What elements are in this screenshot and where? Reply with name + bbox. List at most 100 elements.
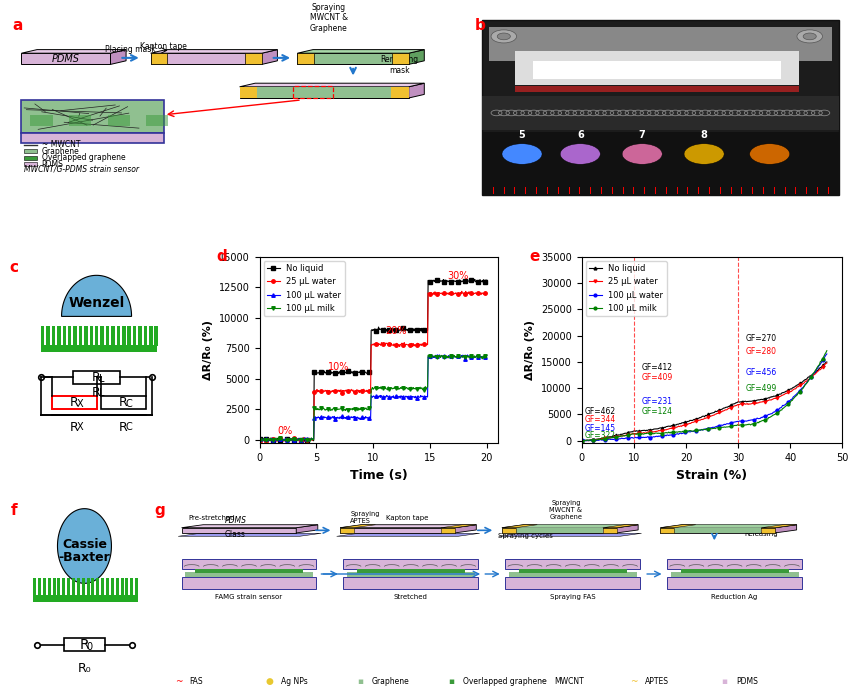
Bar [24, 149, 37, 153]
Bar [130, 578, 134, 596]
Bar [135, 578, 138, 596]
Polygon shape [617, 525, 638, 533]
Bar [57, 326, 60, 346]
Bar [82, 578, 85, 596]
Bar [681, 569, 789, 573]
25 μL water [294, 438, 305, 446]
Polygon shape [296, 525, 317, 533]
No liquid [420, 326, 431, 335]
100 μL milk [419, 384, 429, 392]
Text: Spraying cycles: Spraying cycles [498, 533, 553, 538]
Polygon shape [516, 528, 603, 533]
Text: R: R [119, 421, 128, 434]
Bar [344, 577, 478, 589]
100 μL milk [345, 405, 355, 413]
Bar [41, 345, 157, 352]
Circle shape [797, 30, 822, 43]
100 μL milk [800, 382, 810, 390]
Polygon shape [340, 528, 354, 533]
Bar [38, 578, 41, 596]
100 μL milk [482, 353, 492, 361]
No liquid [784, 386, 794, 394]
Bar [46, 326, 50, 346]
25 μL water [254, 437, 265, 445]
25 μL water [345, 387, 355, 395]
100 μL water [462, 351, 472, 359]
Text: 20%: 20% [386, 326, 407, 335]
25 μL water [784, 388, 794, 396]
Polygon shape [151, 50, 277, 53]
Bar [33, 578, 37, 596]
Bar [69, 115, 91, 126]
No liquid [822, 358, 832, 366]
100 μL milk [420, 382, 431, 391]
Bar [181, 559, 317, 569]
Text: R: R [119, 395, 128, 409]
Polygon shape [298, 50, 425, 53]
Text: a: a [13, 18, 23, 33]
Bar [671, 572, 798, 577]
Bar [133, 326, 136, 346]
100 μL milk [329, 404, 340, 412]
Y-axis label: ΔR/R₀ (%): ΔR/R₀ (%) [525, 320, 535, 380]
Bar [344, 559, 478, 569]
Polygon shape [674, 528, 762, 533]
Text: Wenzel: Wenzel [68, 296, 125, 310]
Text: 7: 7 [639, 130, 646, 140]
Bar [149, 326, 152, 346]
Circle shape [622, 144, 662, 164]
Bar [257, 87, 391, 98]
100 μL water [800, 381, 810, 389]
Text: 6: 6 [577, 130, 584, 140]
Line: No liquid: No liquid [258, 278, 488, 443]
25 μL water [822, 359, 832, 368]
Text: Kapton tape: Kapton tape [386, 515, 429, 521]
Text: L: L [100, 388, 105, 398]
Text: GF=280: GF=280 [746, 347, 777, 356]
Text: ▪: ▪ [721, 677, 728, 686]
Text: Kapton tape: Kapton tape [140, 41, 187, 50]
Text: ●: ● [266, 677, 274, 686]
Line: 100 μL milk: 100 μL milk [258, 354, 488, 443]
Polygon shape [502, 525, 537, 528]
Polygon shape [502, 525, 638, 528]
Text: Spraying
APTES: Spraying APTES [350, 511, 380, 524]
Bar [31, 115, 53, 126]
25 μL water [576, 436, 586, 445]
100 μL milk [822, 346, 832, 355]
100 μL milk [728, 422, 738, 430]
Text: MWCNT/G-PDMS strain sensor: MWCNT/G-PDMS strain sensor [24, 164, 139, 174]
Bar [151, 53, 168, 64]
Text: PDMS: PDMS [225, 516, 247, 525]
Bar [79, 326, 83, 346]
Text: GF=456: GF=456 [746, 368, 777, 377]
Text: R: R [70, 421, 78, 434]
Polygon shape [502, 528, 617, 533]
100 μL milk [723, 423, 734, 431]
Bar [240, 87, 257, 98]
Polygon shape [660, 528, 775, 533]
Text: ~: ~ [630, 677, 637, 686]
No liquid [470, 275, 480, 284]
Bar [101, 578, 104, 596]
Bar [24, 156, 37, 160]
No liquid [282, 435, 292, 444]
Bar [87, 578, 89, 596]
Text: R: R [92, 370, 101, 384]
X-axis label: Time (s): Time (s) [350, 468, 408, 482]
Bar [138, 326, 142, 346]
Bar [298, 53, 314, 64]
Polygon shape [502, 528, 516, 533]
No liquid [398, 324, 408, 332]
Bar [515, 86, 799, 92]
Text: -Baxter: -Baxter [59, 551, 111, 564]
No liquid [419, 326, 429, 335]
No liquid [576, 437, 586, 445]
Text: 0: 0 [87, 642, 93, 652]
Text: ▪: ▪ [448, 677, 454, 686]
Bar [84, 326, 88, 346]
Bar [482, 96, 839, 130]
Bar [68, 326, 71, 346]
25 μL water [722, 405, 733, 413]
25 μL water [457, 287, 467, 295]
